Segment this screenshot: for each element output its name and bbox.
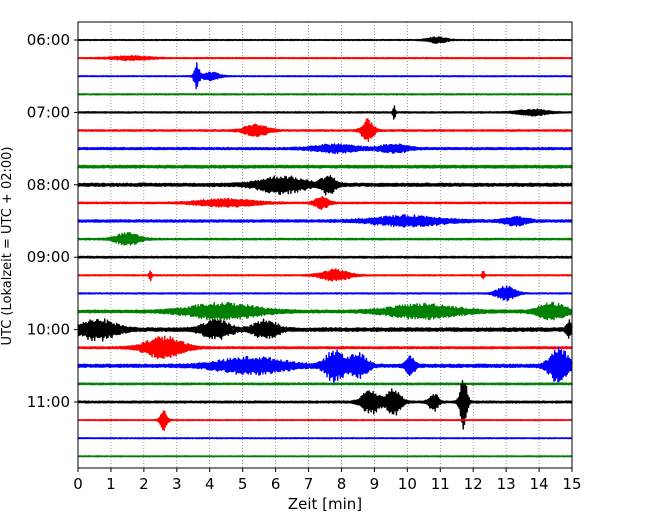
plot-area — [78, 22, 572, 468]
trace-1045 — [77, 382, 573, 386]
y-tick-label: 08:00 — [27, 176, 70, 194]
trace-1145 — [77, 455, 573, 458]
x-tick-label: 14 — [530, 475, 549, 493]
y-tick-label: 07:00 — [27, 103, 70, 121]
x-tick-label: 3 — [172, 475, 182, 493]
y-tick-label: 09:00 — [27, 248, 70, 266]
trace-0900 — [77, 255, 573, 259]
trace-0945 — [77, 301, 573, 322]
trace-0615 — [77, 54, 573, 62]
trace-1015 — [77, 335, 573, 360]
x-tick-label: 2 — [139, 475, 149, 493]
trace-0715 — [77, 118, 573, 143]
x-tick-label: 0 — [73, 475, 83, 493]
trace-0930 — [77, 285, 573, 302]
plot-border — [77, 21, 573, 469]
y-tick-label: 06:00 — [27, 31, 70, 49]
x-tick-label: 4 — [205, 475, 215, 493]
x-tick-label: 8 — [337, 475, 347, 493]
trace-0815 — [77, 195, 573, 211]
trace-0630 — [77, 62, 573, 90]
trace-0730 — [77, 143, 573, 155]
x-tick-label: 7 — [304, 475, 314, 493]
x-tick-label: 5 — [238, 475, 248, 493]
x-axis-ticks: 0 1 2 3 4 5 6 7 8 9 10 11 12 13 14 15 — [73, 468, 582, 493]
x-tick-label: 12 — [464, 475, 483, 493]
x-gridlines — [110, 22, 540, 468]
x-tick-label: 10 — [398, 475, 417, 493]
trace-0600 — [77, 36, 573, 44]
trace-1030 — [77, 346, 573, 383]
trace-0845 — [77, 231, 573, 246]
y-axis-ticks: 06:00 07:00 08:00 09:00 10:00 11:00 — [27, 31, 78, 411]
x-tick-label: 13 — [497, 475, 516, 493]
y-tick-label: 11:00 — [27, 393, 70, 411]
trace-0830 — [77, 214, 573, 228]
x-tick-label: 15 — [562, 475, 581, 493]
trace-0915 — [77, 268, 573, 282]
trace-1115 — [77, 410, 573, 432]
trace-0745 — [77, 164, 573, 169]
trace-1100 — [77, 379, 573, 430]
x-axis-label: Zeit [min] — [288, 495, 362, 513]
seismogram-traces — [77, 36, 573, 458]
trace-0800 — [77, 175, 573, 196]
trace-1000 — [77, 318, 573, 342]
x-tick-label: 11 — [431, 475, 450, 493]
x-tick-label: 9 — [370, 475, 380, 493]
x-tick-label: 6 — [271, 475, 281, 493]
trace-0700 — [77, 105, 573, 120]
x-tick-label: 1 — [106, 475, 116, 493]
trace-1130 — [77, 437, 573, 440]
y-tick-label: 10:00 — [27, 321, 70, 339]
trace-0645 — [77, 93, 573, 96]
y-axis-label: UTC (Lokalzeit = UTC + 02:00) — [0, 147, 15, 346]
